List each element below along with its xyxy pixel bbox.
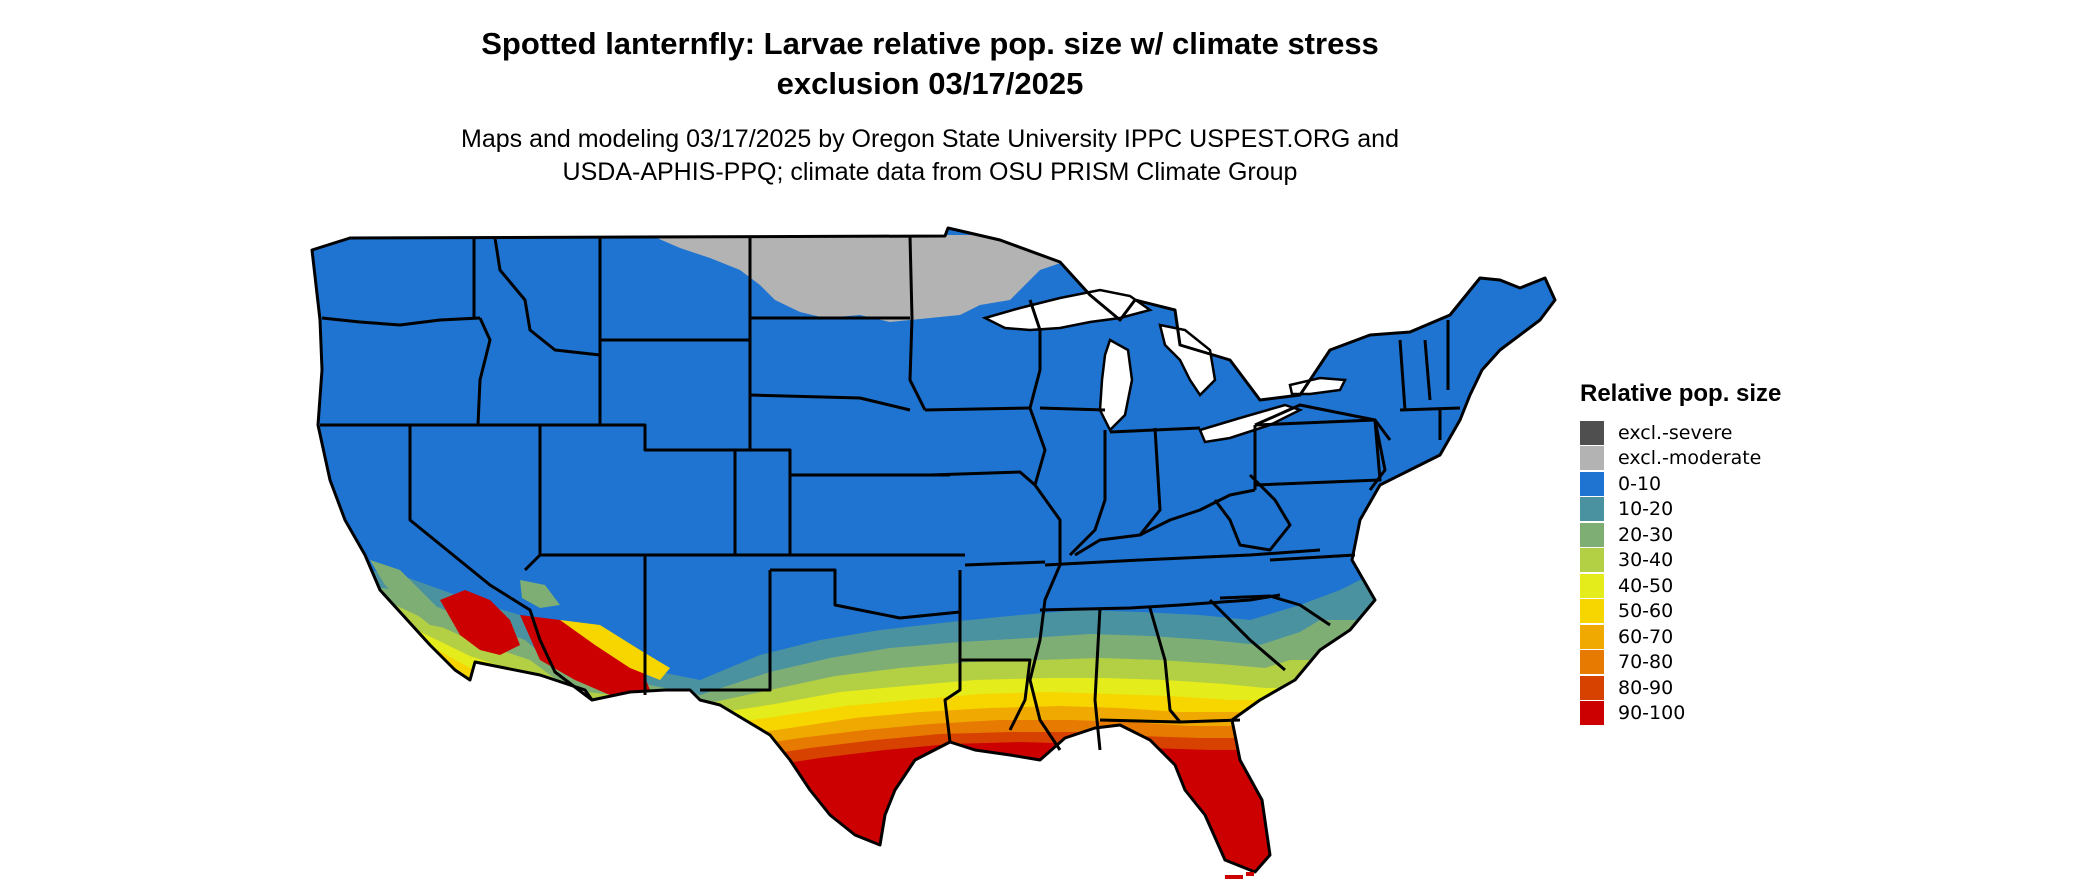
border-mississippi: [1028, 299, 1062, 751]
border-wa-or: [321, 316, 481, 327]
border-nm-tx: [700, 570, 772, 692]
legend-swatch: [1580, 548, 1604, 573]
border-vt-nh: [1423, 339, 1432, 401]
legend-item: 30-40: [1580, 548, 1781, 574]
border-mn-ia: [924, 406, 1031, 412]
border-wv: [1213, 473, 1292, 552]
legend-item: 90-100: [1580, 701, 1781, 727]
border-co: [645, 448, 792, 557]
legend-swatch: [1580, 522, 1604, 547]
legend-item: 20-30: [1580, 522, 1781, 548]
map-title-line-2: exclusion 03/17/2025: [776, 66, 1084, 101]
border-az-ca: [538, 639, 593, 702]
map-title: Spotted lanternfly: Larvae relative pop.…: [0, 24, 1860, 104]
border-mi-oh: [1109, 426, 1201, 434]
map-subtitle-line-2: USDA-APHIS-PPQ; climate data from OSU PR…: [562, 158, 1298, 186]
legend-item: excl.-severe: [1580, 420, 1781, 446]
legend-label: 90-100: [1618, 702, 1686, 725]
legend-label: excl.-moderate: [1618, 447, 1762, 470]
border-ar-la: [960, 658, 1032, 731]
lake-ontario: [1288, 376, 1347, 396]
map-subtitle-line-1: Maps and modeling 03/17/2025 by Oregon S…: [461, 125, 1399, 153]
border-wi-il: [1039, 406, 1106, 412]
legend-swatch: [1580, 471, 1604, 496]
legend-swatch: [1580, 624, 1604, 649]
border-ny-nj: [1368, 419, 1387, 491]
border-ky-tn: [1044, 548, 1321, 567]
ca-warm-patch: [370, 560, 455, 630]
legend-swatch: [1580, 497, 1604, 522]
legend-item: 50-60: [1580, 599, 1781, 625]
legend-label: 50-60: [1618, 600, 1674, 623]
legend-label: 30-40: [1618, 549, 1674, 572]
lake-michigan: [1098, 338, 1134, 433]
legend-swatch: [1580, 420, 1604, 445]
legend-label: excl.-severe: [1618, 421, 1733, 444]
border-ny-vt: [1398, 339, 1407, 411]
legend-item: 0-10: [1580, 471, 1781, 497]
legend-label: 40-50: [1618, 574, 1674, 597]
legend-label: 10-20: [1618, 498, 1674, 521]
border-or-id: [476, 317, 492, 426]
border-ma-ct: [1399, 406, 1461, 412]
border-il-in: [1068, 430, 1107, 557]
legend-swatch: [1580, 599, 1604, 624]
legend-items: excl.-severe excl.-moderate 0-10 10-20 20-30…: [1580, 420, 1781, 726]
border-ms-al: [1093, 607, 1102, 751]
legend-label: 60-70: [1618, 625, 1674, 648]
legend-label: 20-30: [1618, 523, 1674, 546]
border-ia-mo: [929, 470, 1036, 487]
legend-label: 80-90: [1618, 676, 1674, 699]
border-ohio-river: [1074, 488, 1256, 557]
border-mo-ar: [964, 560, 1046, 567]
legend-item: 40-50: [1580, 573, 1781, 599]
excl-moderate-north: [650, 235, 1075, 322]
legend-swatch: [1580, 701, 1604, 726]
border-ca-nv: [408, 425, 542, 641]
az-green-patch: [520, 580, 560, 608]
lake-superior: [981, 288, 1153, 332]
legend-item: 10-20: [1580, 497, 1781, 523]
legend-title: Relative pop. size: [1580, 380, 1782, 407]
map-title-line-1: Spotted lanternfly: Larvae relative pop.…: [481, 26, 1379, 61]
legend-swatch: [1580, 675, 1604, 700]
legend-swatch: [1580, 650, 1604, 675]
az-hot-patch: [520, 615, 650, 695]
border-nd-mn: [908, 235, 927, 411]
az-yellow-patch: [560, 620, 670, 680]
legend-swatch: [1580, 446, 1604, 471]
country-outline: [310, 226, 1557, 874]
border-sd-ne: [749, 393, 911, 412]
legend: Relative pop. size excl.-severe excl.-mod…: [1580, 380, 1781, 726]
state-borders: [310, 226, 1557, 874]
map-subtitle: Maps and modeling 03/17/2025 by Oregon S…: [0, 123, 1860, 189]
border-in-oh: [1138, 427, 1162, 536]
great-lakes: [981, 288, 1347, 444]
lake-huron: [1158, 323, 1217, 397]
border-ok-tx: [770, 568, 961, 620]
lake-erie: [1198, 403, 1304, 444]
border-ny-pa: [1254, 403, 1392, 441]
border-nc-sc: [1219, 594, 1331, 627]
legend-item: 60-70: [1580, 624, 1781, 650]
border-fl-north: [1099, 718, 1241, 724]
legend-item: 70-80: [1580, 650, 1781, 676]
legend-item: 80-90: [1580, 675, 1781, 701]
legend-swatch: [1580, 573, 1604, 598]
ca-hot-patch: [440, 590, 520, 655]
florida-keys: [1225, 872, 1254, 879]
border-tx-ar: [943, 570, 962, 743]
border-va-nc: [1269, 553, 1356, 562]
border-pa: [1254, 418, 1382, 487]
border-ga-sc: [1208, 598, 1286, 672]
legend-label: 0-10: [1618, 472, 1662, 495]
legend-label: 70-80: [1618, 651, 1674, 674]
border-al-ga: [1148, 607, 1182, 723]
legend-item: excl.-moderate: [1580, 446, 1781, 472]
